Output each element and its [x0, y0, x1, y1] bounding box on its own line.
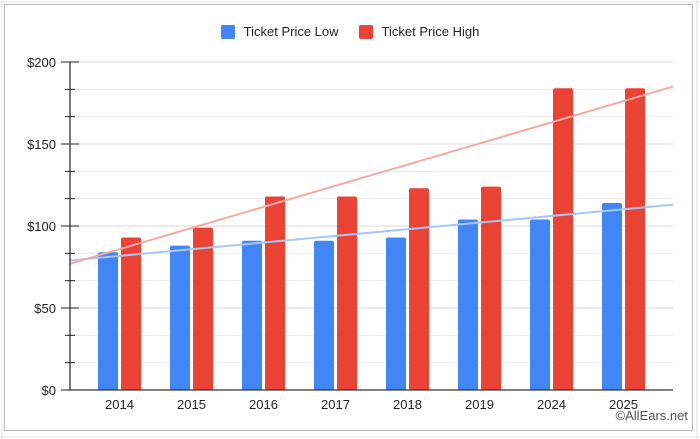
- legend-item-low[interactable]: Ticket Price Low: [220, 24, 339, 39]
- x-tick-label: 2024: [537, 397, 566, 412]
- trendline-high: [69, 85, 674, 265]
- x-tick-label: 2017: [321, 397, 350, 412]
- bar-high-2015: [193, 227, 213, 390]
- legend-label-high: Ticket Price High: [381, 24, 480, 39]
- x-tick-label: 2016: [249, 397, 278, 412]
- x-tick-label: 2014: [105, 397, 134, 412]
- bar-low-2024: [530, 219, 550, 390]
- bar-low-2025: [602, 203, 622, 390]
- y-tick-label: $150: [27, 137, 56, 152]
- x-tick-label: 2025: [609, 397, 638, 412]
- bar-high-2018: [409, 188, 429, 390]
- bar-high-2025: [625, 88, 645, 391]
- bar-low-2016: [242, 240, 262, 390]
- y-tick-label: $50: [34, 301, 56, 316]
- x-tick-label: 2015: [177, 397, 206, 412]
- legend: Ticket Price Low Ticket Price High: [0, 24, 700, 39]
- x-tick-label: 2018: [393, 397, 422, 412]
- bar-low-2018: [386, 237, 406, 390]
- bar-low-2019: [458, 219, 478, 390]
- bar-low-2017: [314, 240, 334, 390]
- bar-high-2024: [553, 88, 573, 391]
- y-tick-label: $100: [27, 219, 56, 234]
- bar-high-2014: [121, 237, 141, 390]
- bar-low-2015: [170, 245, 190, 390]
- legend-swatch-low: [220, 24, 235, 39]
- trendline-low: [69, 203, 674, 262]
- legend-item-high[interactable]: Ticket Price High: [358, 24, 480, 39]
- bar-high-2017: [337, 196, 357, 390]
- bar-high-2019: [481, 186, 501, 390]
- bar-high-2016: [265, 196, 285, 390]
- legend-swatch-high: [358, 24, 373, 39]
- y-tick-label: $200: [27, 55, 56, 70]
- legend-label-low: Ticket Price Low: [243, 24, 339, 39]
- x-tick-label: 2019: [465, 397, 494, 412]
- bar-low-2014: [98, 252, 118, 390]
- y-tick-label: $0: [42, 383, 56, 398]
- watermark: ©AllEars.net: [615, 408, 688, 423]
